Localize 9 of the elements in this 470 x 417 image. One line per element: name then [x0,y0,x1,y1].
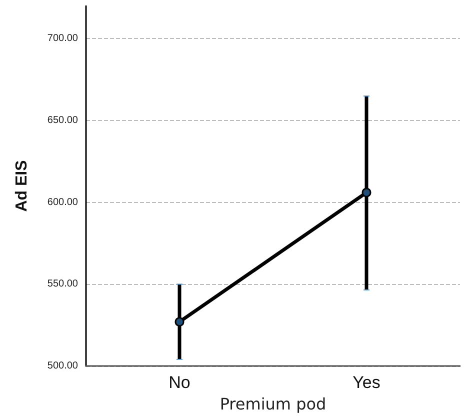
y-tick-label: 550.00 [47,278,78,290]
y-tick-label: 500.00 [47,360,78,372]
x-axis-title: Premium pod [220,394,326,414]
x-tick-label: Yes [352,373,380,392]
y-tick-label: 700.00 [47,33,78,44]
y-tick-label: 600.00 [47,196,78,208]
y-tick-label: 650.00 [47,115,78,126]
y-axis-title: Ad EIS [14,160,30,212]
x-tick-label: No [168,373,190,392]
